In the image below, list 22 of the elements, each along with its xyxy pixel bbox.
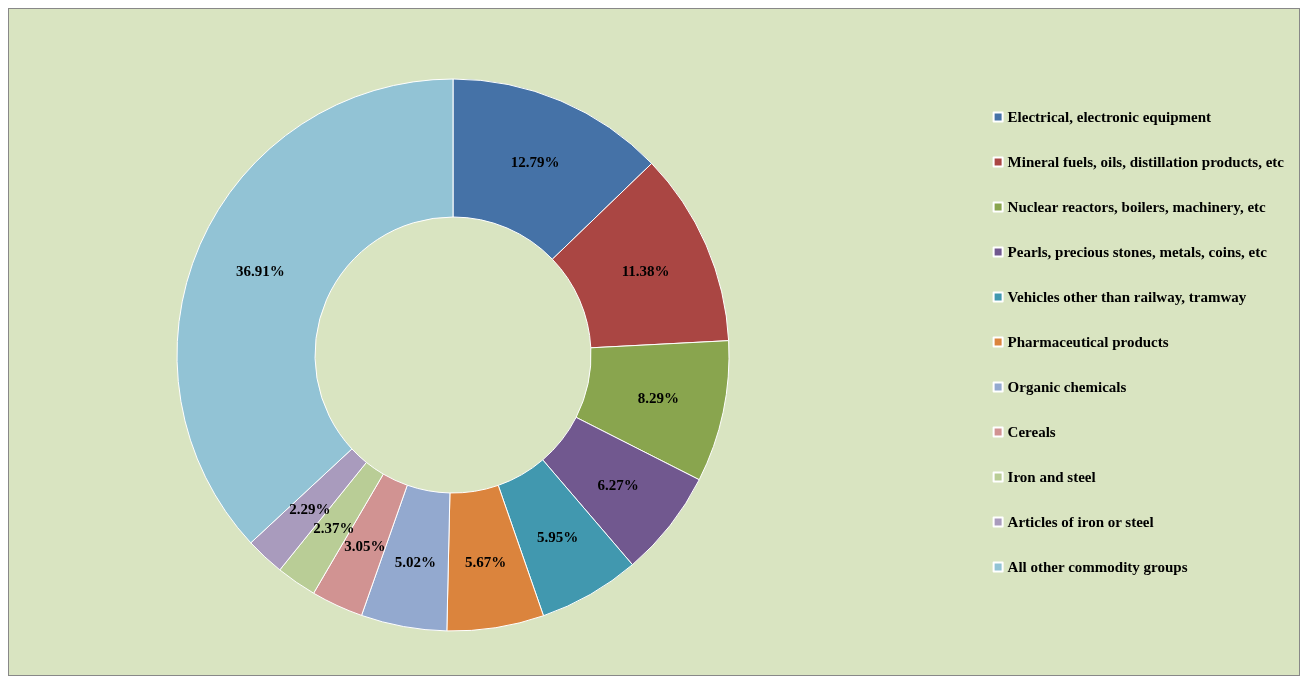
legend-label: Cereals: [1007, 424, 1056, 440]
data-label: 5.02%: [394, 553, 437, 570]
legend-label: Articles of iron or steel: [1007, 514, 1154, 530]
data-label: 6.27%: [597, 476, 639, 493]
data-label: 2.29%: [289, 500, 331, 517]
legend-label: Iron and steel: [1007, 469, 1096, 485]
data-label: 12.79%: [510, 153, 560, 170]
legend-label: Organic chemicals: [1007, 379, 1127, 395]
legend-label: Electrical, electronic equipment: [1007, 109, 1212, 125]
data-label: 5.67%: [464, 554, 507, 571]
data-label: 3.05%: [344, 537, 386, 554]
legend-label: All other commodity groups: [1007, 559, 1188, 575]
data-label: 36.91%: [236, 263, 285, 280]
legend-label: Pearls, precious stones, metals, coins, etc: [1007, 244, 1268, 260]
data-label: 5.95%: [536, 529, 579, 546]
data-label: 11.38%: [621, 263, 670, 280]
legend-label: Vehicles other than railway, tramway: [1007, 289, 1247, 305]
data-label: 8.29%: [637, 390, 680, 407]
data-label: 2.37%: [313, 519, 355, 536]
legend-label: Pharmaceutical products: [1007, 334, 1169, 350]
legend-label: Nuclear reactors, boilers, machinery, etc: [1007, 199, 1267, 215]
legend-label: Mineral fuels, oils, distillation products, etc: [1007, 154, 1285, 170]
